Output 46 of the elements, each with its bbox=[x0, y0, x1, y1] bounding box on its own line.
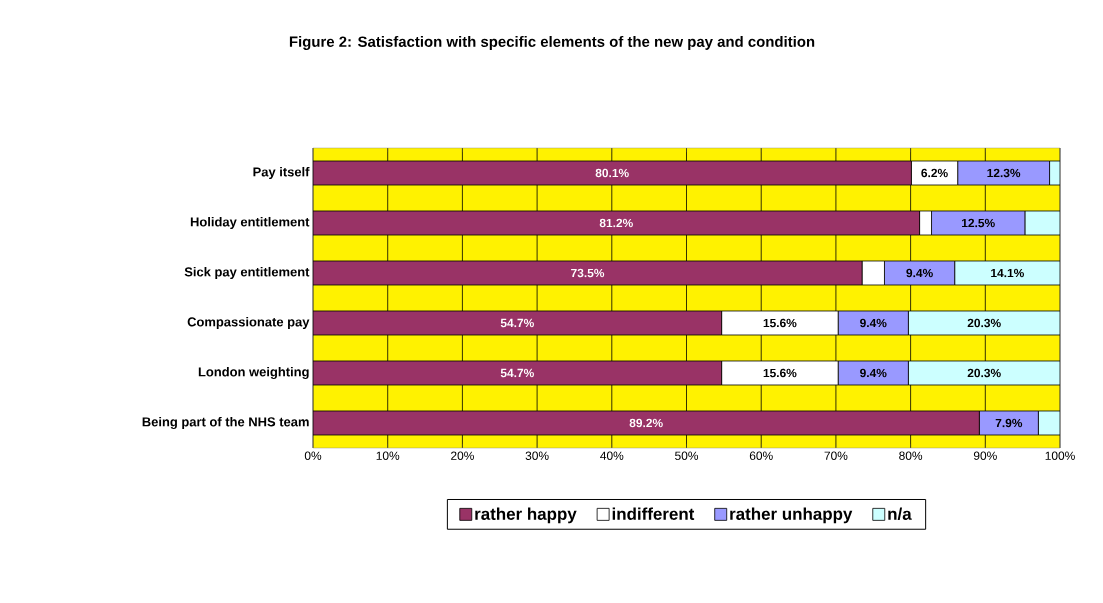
legend-label: n/a bbox=[888, 507, 912, 521]
bar bbox=[313, 410, 980, 436]
bar bbox=[313, 310, 723, 336]
y-tick-label: Pay itself bbox=[253, 166, 310, 180]
data-label: 9.4% bbox=[860, 368, 887, 378]
bar bbox=[313, 210, 920, 236]
data-label: 12.3% bbox=[987, 168, 1021, 178]
x-tick-label: 20% bbox=[451, 451, 474, 460]
chart-title: Figure 2: Satisfaction with specific elements of the new pay and condition bbox=[289, 36, 815, 50]
bar bbox=[313, 160, 912, 186]
data-label: 54.7% bbox=[500, 318, 534, 328]
data-label: 73.5% bbox=[571, 268, 605, 278]
y-tick-label: Holiday entitlement bbox=[190, 216, 310, 230]
x-tick-label: 40% bbox=[600, 451, 624, 460]
x-tick-label: 60% bbox=[749, 451, 773, 460]
x-tick-label: 30% bbox=[525, 451, 549, 460]
data-label: 15.6% bbox=[763, 368, 797, 378]
y-tick-label: Being part of the NHS team bbox=[142, 416, 309, 430]
data-label: 7.9% bbox=[995, 418, 1023, 428]
data-label: 20.3% bbox=[967, 318, 1001, 328]
data-label: 9.4% bbox=[906, 268, 933, 278]
data-label: 80.1% bbox=[595, 168, 629, 178]
x-tick-label: 80% bbox=[899, 451, 923, 460]
x-tick-label: 0% bbox=[304, 451, 322, 460]
data-label: 15.6% bbox=[763, 318, 797, 328]
data-label: 54.7% bbox=[500, 368, 534, 378]
data-label: 12.5% bbox=[962, 218, 995, 228]
y-tick-label: Sick pay entitlement bbox=[184, 266, 310, 280]
legend-label: rather unhappy bbox=[730, 507, 853, 524]
bar bbox=[313, 360, 723, 386]
x-tick-label: 70% bbox=[824, 451, 848, 460]
data-label: 6.2% bbox=[921, 168, 948, 178]
x-tick-label: 90% bbox=[973, 451, 997, 460]
data-label: 81.2% bbox=[599, 218, 633, 228]
y-tick-label: London weighting bbox=[198, 366, 309, 380]
data-label: 14.1% bbox=[991, 268, 1024, 278]
data-label: 9.4% bbox=[860, 318, 887, 328]
legend-label: rather happy bbox=[475, 507, 577, 524]
y-tick-label: Compassionate pay bbox=[187, 316, 310, 330]
data-label: 20.3% bbox=[967, 368, 1001, 378]
legend-label: indifferent bbox=[612, 507, 695, 520]
x-tick-label: 10% bbox=[376, 451, 400, 460]
data-label: 89.2% bbox=[629, 418, 663, 428]
x-tick-label: 50% bbox=[675, 451, 699, 460]
bar bbox=[313, 260, 863, 286]
x-tick-label: 100% bbox=[1045, 451, 1075, 460]
